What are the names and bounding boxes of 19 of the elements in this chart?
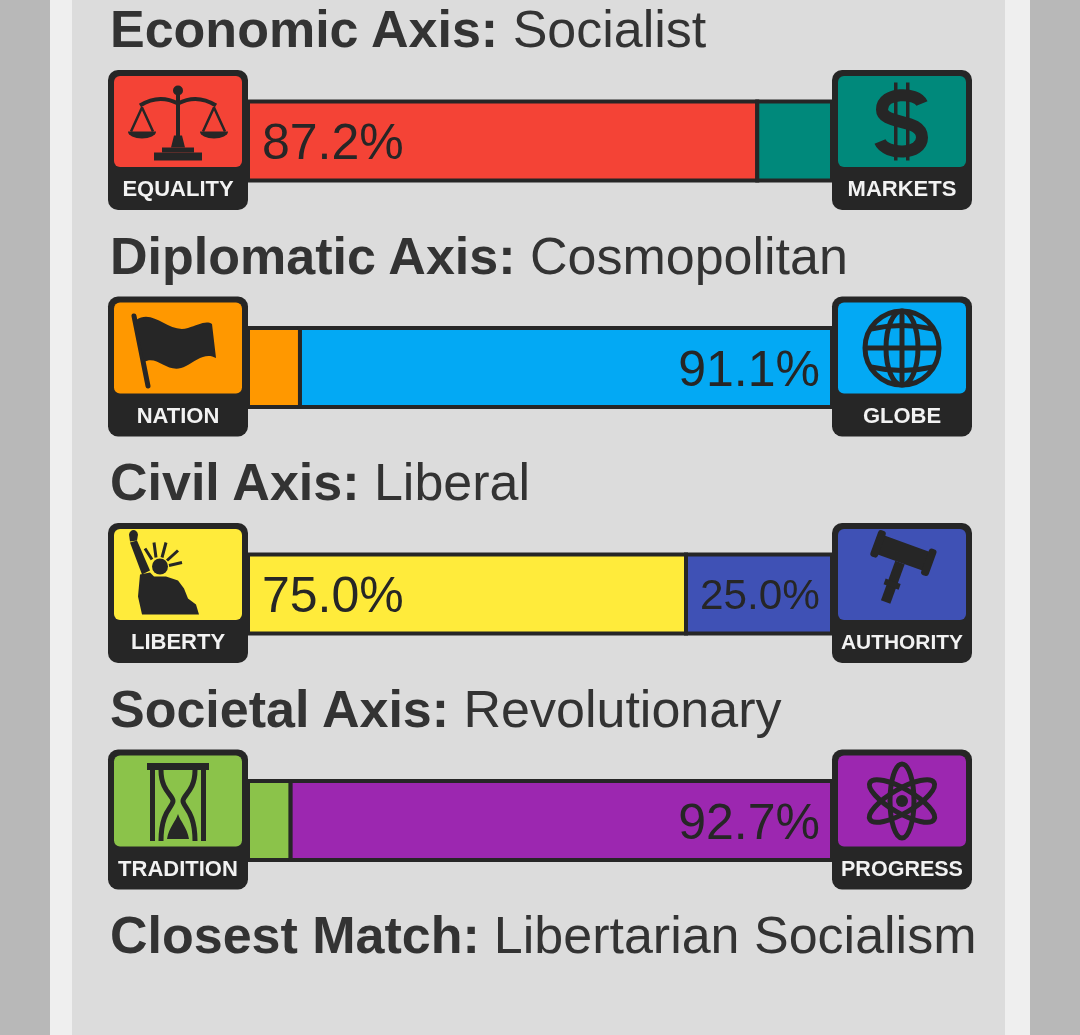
category-label: Civil Axis: Liberal: [110, 453, 531, 511]
series-label: LIBERTY: [130, 629, 226, 654]
category-label: Economic Axis: Socialist: [110, 0, 707, 58]
data-label: 92.7%: [678, 793, 820, 850]
data-label: 75.0%: [262, 567, 404, 623]
series-label: TRADITION: [118, 855, 238, 881]
text: Closest Match:: [110, 906, 480, 964]
text: Libertarian Socialism: [493, 906, 977, 964]
series-label: MARKETS: [847, 176, 957, 201]
series-label: PROGRESS: [841, 856, 963, 881]
data-label: 87.2%: [262, 114, 404, 170]
series-label: NATION: [136, 402, 220, 428]
series-label: EQUALITY: [122, 176, 234, 201]
category-label: Societal Axis: Revolutionary: [110, 679, 782, 738]
series-label: GLOBE: [862, 402, 942, 428]
category-label: Diplomatic Axis: Cosmopolitan: [110, 226, 848, 285]
series-label: AUTHORITY: [841, 630, 964, 653]
data-label: 91.1%: [678, 340, 820, 397]
data-label: 25.0%: [700, 571, 820, 619]
